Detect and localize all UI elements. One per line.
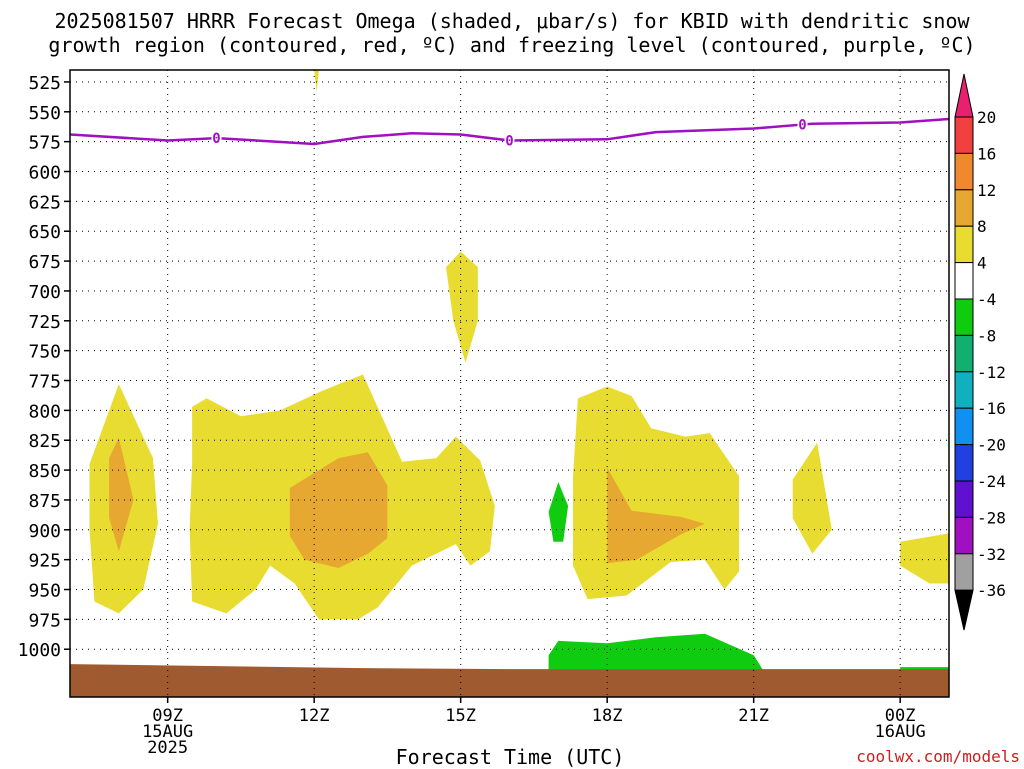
omega-region — [792, 442, 832, 554]
freezing-level-label-bg — [211, 131, 222, 146]
y-tick-label: 725 — [28, 312, 61, 333]
colorbar-swatch — [954, 298, 974, 336]
x-tick-label: 09Z — [152, 706, 183, 726]
omega-region — [607, 467, 705, 564]
colorbar-label: -28 — [977, 508, 1006, 527]
colorbar-label: -16 — [977, 399, 1006, 418]
y-tick-label: 775 — [28, 372, 61, 393]
colorbar-swatch — [954, 152, 974, 191]
x-axis-title: Forecast Time (UTC) — [395, 745, 625, 769]
colorbar-label: -20 — [977, 436, 1006, 455]
colorbar-label: -36 — [977, 581, 1006, 600]
freezing-level-label: 0 — [798, 118, 806, 134]
y-tick-label: 1000 — [18, 640, 61, 661]
x-tick-label: 16AUG — [875, 722, 926, 742]
colorbar-swatch — [954, 444, 974, 482]
freezing-level-label-bg — [504, 133, 515, 148]
colorbar-bottom-arrow — [954, 589, 974, 631]
y-tick-label: 600 — [28, 163, 61, 184]
omega-region — [446, 251, 478, 363]
y-tick-label: 900 — [28, 521, 61, 542]
colorbar-label: 8 — [977, 217, 987, 236]
y-tick-label: 700 — [28, 282, 61, 303]
colorbar-swatch — [954, 480, 974, 518]
colorbar-swatch — [954, 334, 974, 373]
x-tick-label: 15AUG — [142, 722, 193, 742]
colorbar-swatch — [954, 407, 974, 446]
chart-title-line-1: 2025081507 HRRR Forecast Omega (shaded, … — [54, 9, 970, 33]
omega-region — [573, 386, 739, 600]
colorbar-swatch — [954, 262, 974, 300]
y-tick-label: 625 — [28, 192, 61, 213]
colorbar-label: -32 — [977, 545, 1006, 564]
colorbar: 20 16 12 8 4 -4 -8 -12 -16 -20 -24 -28 -32 -36 — [954, 73, 1006, 631]
y-tick-label: 850 — [28, 461, 61, 482]
colorbar-label: -8 — [977, 326, 996, 345]
colorbar-swatch — [954, 553, 974, 591]
freezing-level-label: 0 — [505, 133, 513, 149]
plot-area: 0 0 0 — [69, 69, 950, 698]
colorbar-top-arrow — [954, 73, 974, 118]
freezing-level-label-bg — [797, 117, 808, 132]
colorbar-swatch — [954, 516, 974, 555]
y-tick-label: 950 — [28, 581, 61, 602]
omega-region — [548, 633, 764, 671]
colorbar-label: 12 — [977, 181, 996, 200]
colorbar-label: 20 — [977, 108, 996, 127]
plot-inner: 0 0 0 — [70, 70, 949, 697]
freezing-level-label: 0 — [212, 131, 220, 147]
colorbar-label: 4 — [977, 254, 987, 273]
y-tick-label: 925 — [28, 551, 61, 572]
omega-region — [900, 533, 949, 584]
y-tick-label: 675 — [28, 252, 61, 273]
colorbar-label: -4 — [977, 290, 996, 309]
x-tick-label: 21Z — [738, 706, 769, 726]
colorbar-label: 16 — [977, 144, 996, 163]
y-tick-label: 650 — [28, 222, 61, 243]
x-tick-label: 2025 — [147, 738, 188, 758]
x-tick-label: 15Z — [445, 706, 476, 726]
source-credit: coolwx.com/models — [856, 747, 1020, 766]
colorbar-swatch — [954, 225, 974, 264]
colorbar-label: -12 — [977, 363, 1006, 382]
terrain-strip — [70, 664, 949, 697]
y-tick-label: 575 — [28, 133, 61, 154]
omega-region — [289, 452, 388, 568]
y-tick-label: 550 — [28, 103, 61, 124]
x-tick-label: 12Z — [299, 706, 330, 726]
colorbar-swatch — [954, 371, 974, 409]
y-tick-label: 525 — [28, 73, 61, 94]
y-tick-label: 750 — [28, 342, 61, 363]
x-tick-label: 00Z — [885, 706, 916, 726]
y-tick-label: 975 — [28, 610, 61, 631]
axis-labels: 525 550 575 600 625 650 675 700 725 750 775 800 825 8… — [18, 73, 926, 758]
y-tick-label: 825 — [28, 431, 61, 452]
colorbar-swatch — [954, 189, 974, 227]
x-tick-label: 18Z — [592, 706, 623, 726]
colorbar-label: -24 — [977, 472, 1006, 491]
chart-title-line-2: growth region (contoured, red, ºC) and f… — [48, 33, 976, 57]
omega-region — [548, 482, 569, 542]
y-tick-label: 875 — [28, 491, 61, 512]
omega-region — [109, 437, 134, 552]
plot-frame — [69, 69, 950, 698]
y-tick-label: 800 — [28, 401, 61, 422]
colorbar-swatch — [954, 116, 974, 154]
omega-region — [314, 70, 319, 92]
